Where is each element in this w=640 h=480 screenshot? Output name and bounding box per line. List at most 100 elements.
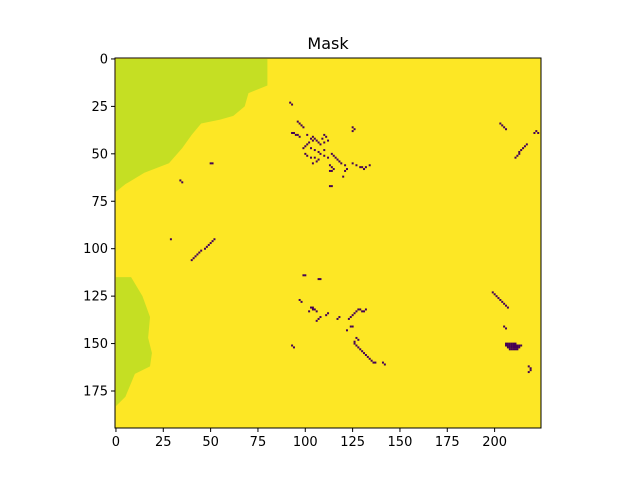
mask-pixel xyxy=(302,274,305,277)
mask-pixel xyxy=(351,314,354,317)
mask-pixel xyxy=(364,166,367,169)
mask-pixel xyxy=(357,308,360,311)
mask-pixel xyxy=(503,325,506,328)
mask-pixel xyxy=(505,128,508,131)
mask-pixel xyxy=(345,329,348,332)
mask-pixel xyxy=(310,156,313,159)
mask-pixel xyxy=(336,317,339,320)
mask-pixel xyxy=(501,300,504,303)
mask-pixel xyxy=(317,278,320,281)
mask-pixel xyxy=(317,158,320,161)
mask-pixel xyxy=(345,168,348,171)
mask-pixel xyxy=(499,122,502,125)
mask-pixel xyxy=(357,346,360,349)
mask-pixel xyxy=(351,325,354,328)
mask-pixel xyxy=(353,312,356,315)
mask-pixel xyxy=(209,162,212,165)
mask-pixel xyxy=(381,361,384,364)
mask-pixel xyxy=(181,181,184,184)
mask-pixel xyxy=(349,325,352,328)
mask-pixel xyxy=(315,310,318,313)
mask-pixel xyxy=(298,122,301,125)
mask-pixel xyxy=(304,152,307,155)
y-tick-label: 25 xyxy=(91,100,108,115)
mask-pixel xyxy=(340,162,343,165)
x-tick-label: 25 xyxy=(155,435,172,450)
mask-pixel xyxy=(503,126,506,129)
mask-pixel xyxy=(336,158,339,161)
mask-pixel xyxy=(296,120,299,123)
mask-pixel xyxy=(499,298,502,301)
mask-pixel xyxy=(328,185,331,188)
mask-pixel xyxy=(503,302,506,305)
mask-pixel xyxy=(527,365,530,368)
mask-pixel xyxy=(311,139,314,142)
mask-pixel xyxy=(510,344,513,347)
mask-pixel xyxy=(302,147,305,150)
mask-pixel xyxy=(364,354,367,356)
mask-pixel xyxy=(514,346,517,349)
mask-pixel xyxy=(289,101,292,104)
mask-pixel xyxy=(510,346,513,349)
x-tick-label: 100 xyxy=(293,435,318,450)
mask-pixel xyxy=(190,259,193,262)
x-tick-label: 200 xyxy=(482,435,507,450)
x-tick-label: 150 xyxy=(388,435,413,450)
chart-title: Mask xyxy=(307,34,349,53)
mask-pixel xyxy=(317,141,320,144)
mask-pixel xyxy=(355,336,358,339)
mask-pixel xyxy=(306,143,309,146)
mask-pixel xyxy=(194,255,197,258)
mask-pixel xyxy=(311,162,314,165)
y-tick-label: 175 xyxy=(83,385,108,400)
mask-pixel xyxy=(351,126,354,129)
mask-pixel xyxy=(298,135,301,138)
mask-pixel xyxy=(523,145,526,148)
mask-pixel xyxy=(200,249,203,252)
mask-pixel xyxy=(533,132,536,134)
mask-pixel xyxy=(332,154,335,157)
mask-pixel xyxy=(344,169,347,172)
x-tick-label: 50 xyxy=(202,435,219,450)
x-tick-label: 175 xyxy=(435,435,460,450)
mask-pixel xyxy=(311,308,314,311)
mask-pixel xyxy=(535,130,538,133)
mask-pixel xyxy=(306,154,309,157)
mask-pixel xyxy=(317,150,320,153)
mask-pixel xyxy=(315,139,318,142)
mask-pixel xyxy=(355,164,358,167)
plot-area xyxy=(114,57,542,429)
mask-pixel xyxy=(311,306,314,309)
mask-pixel xyxy=(213,238,216,241)
mask-pixel xyxy=(383,363,386,366)
mask-pixel xyxy=(203,247,206,250)
mask-pixel xyxy=(211,240,214,243)
mask-pixel xyxy=(508,342,511,345)
mask-pixel xyxy=(347,317,350,320)
mask-pixel xyxy=(529,369,532,372)
mask-pixel xyxy=(211,162,214,165)
mask-pixel xyxy=(516,344,519,347)
y-tick-label: 0 xyxy=(100,52,108,67)
mask-pixel xyxy=(506,346,509,349)
mask-pixel xyxy=(514,344,517,347)
mask-pixel xyxy=(327,156,330,159)
mask-pixel xyxy=(198,251,201,254)
plot-frame xyxy=(114,57,542,429)
mask-pixel xyxy=(304,145,307,148)
mask-pixel xyxy=(508,348,511,351)
mask-pixel xyxy=(505,304,508,307)
mask-pixel xyxy=(359,308,362,311)
mask-pixel xyxy=(497,297,500,300)
mask-pixel xyxy=(508,346,511,349)
mask-pixel xyxy=(319,152,322,155)
mask-pixel xyxy=(313,308,316,311)
mask-pixel xyxy=(327,139,330,142)
mask-pixel xyxy=(292,346,295,349)
mask-pixel xyxy=(353,342,356,345)
mask-pixel xyxy=(374,361,377,364)
mask-pixel xyxy=(169,238,172,241)
mask-pixel xyxy=(514,156,517,159)
mask-pixel xyxy=(520,149,523,152)
